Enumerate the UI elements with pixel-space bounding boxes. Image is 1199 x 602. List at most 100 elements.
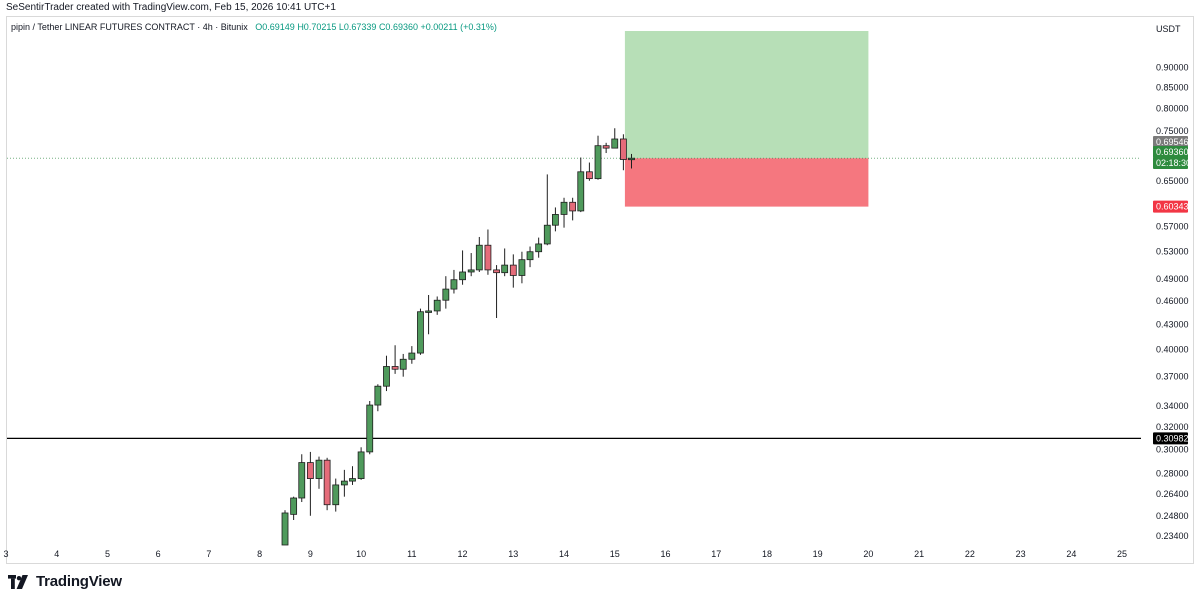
candle[interactable] [357,447,365,480]
candle[interactable] [628,153,635,169]
candle[interactable] [425,294,432,335]
candle[interactable] [501,248,509,277]
price-axis-tick-label: 0.57000 [1156,221,1189,231]
candle[interactable] [619,134,627,171]
candle-body [501,264,509,274]
candle[interactable] [467,253,475,277]
candle[interactable] [577,157,585,213]
candle-body [383,366,390,387]
candle[interactable] [611,128,619,149]
candle[interactable] [450,269,458,294]
time-axis-label: 15 [610,549,620,559]
candle[interactable] [290,496,298,520]
price-axis-tick-label: 0.80000 [1156,104,1189,114]
candle-body [493,269,500,274]
candle-body [374,385,382,406]
time-axis-label: 13 [508,549,518,559]
symbol-title[interactable]: pipin / Tether LINEAR FUTURES CONTRACT ·… [11,22,248,32]
candle-body [290,497,298,515]
candle-body [526,251,534,261]
candle[interactable] [459,250,466,285]
candle[interactable] [383,355,390,392]
candle[interactable] [374,384,382,412]
candle[interactable] [391,345,399,374]
candle[interactable] [518,251,526,284]
candle[interactable] [560,197,568,228]
time-axis-label: 9 [308,549,313,559]
candle[interactable] [602,142,610,154]
candle[interactable] [433,296,441,315]
candle[interactable] [315,456,323,489]
price-axis-tick-label: 0.43000 [1156,319,1189,329]
price-axis-tick-label: 0.24800 [1156,511,1189,521]
level-price-badge-bg [1153,432,1188,445]
previous-price-badge-bg [1153,136,1188,148]
candle[interactable] [298,454,306,503]
stop-price-badge-bg [1153,200,1188,213]
price-axis-tick-label: 0.40000 [1156,345,1189,355]
legend-open: O0.69149 [255,22,295,32]
price-axis-tick-label: 0.46000 [1156,296,1189,306]
candle-body [475,244,483,271]
candle[interactable] [543,174,551,246]
tradingview-icon [8,574,28,589]
candle[interactable] [399,353,407,377]
candle-body [560,201,568,215]
time-axis-label: 4 [54,549,59,559]
candle[interactable] [484,229,492,275]
candle[interactable] [408,346,416,364]
time-axis-label: 5 [105,549,110,559]
time-axis-label: 7 [206,549,211,559]
time-axis-label: 18 [762,549,772,559]
candle-body [315,459,323,479]
time-axis-label: 21 [914,549,924,559]
candle[interactable] [281,510,289,546]
candle-body [450,279,458,290]
candle[interactable] [442,276,450,309]
time-axis-label: 22 [965,549,975,559]
candle-body [611,138,619,149]
previous-price-badge: 0.69546 [1153,136,1189,148]
candle-body [577,171,585,212]
candle-countdown-badge-label: 02:18:30 [1156,158,1191,168]
price-axis-tick-label: 0.26400 [1156,489,1189,499]
candle-body [552,214,559,226]
price-axis-tick-label: 0.53000 [1156,247,1189,257]
candle[interactable] [526,246,534,268]
price-axis-tick-label: 0.30000 [1156,445,1189,455]
candle[interactable] [340,469,348,497]
candle[interactable] [535,237,543,258]
candle-body [543,224,551,245]
candle[interactable] [349,466,356,485]
candle[interactable] [552,207,559,232]
time-axis-label: 12 [458,549,468,559]
symbol-legend[interactable]: pipin / Tether LINEAR FUTURES CONTRACT ·… [11,22,497,32]
candle[interactable] [509,254,517,288]
candle[interactable] [475,236,483,272]
tradingview-logo[interactable]: TradingView [8,573,122,590]
candle[interactable] [306,451,314,516]
time-axis-label: 17 [711,549,721,559]
price-axis-tick-label: 0.23400 [1156,531,1189,541]
time-axis-label: 16 [660,549,670,559]
candle[interactable] [323,457,331,511]
candle[interactable] [594,135,602,180]
candle[interactable] [366,400,374,455]
previous-price-badge-label: 0.69546 [1156,137,1189,147]
candle[interactable] [332,478,340,512]
candle[interactable] [569,197,577,221]
candle[interactable] [585,162,593,181]
candle-body [340,480,348,486]
candle[interactable] [493,265,500,319]
candle-body [442,288,450,301]
time-axis-label: 6 [156,549,161,559]
profit-target-zone[interactable] [624,31,869,159]
candle-body [628,157,635,161]
stop-price-badge-label: 0.60343 [1156,202,1189,212]
candle-body [594,145,602,180]
price-axis-tick-label: 0.34000 [1156,401,1189,411]
price-axis-tick-label: 0.65000 [1156,176,1189,186]
candle[interactable] [417,308,424,355]
stop-loss-zone[interactable] [624,158,869,207]
